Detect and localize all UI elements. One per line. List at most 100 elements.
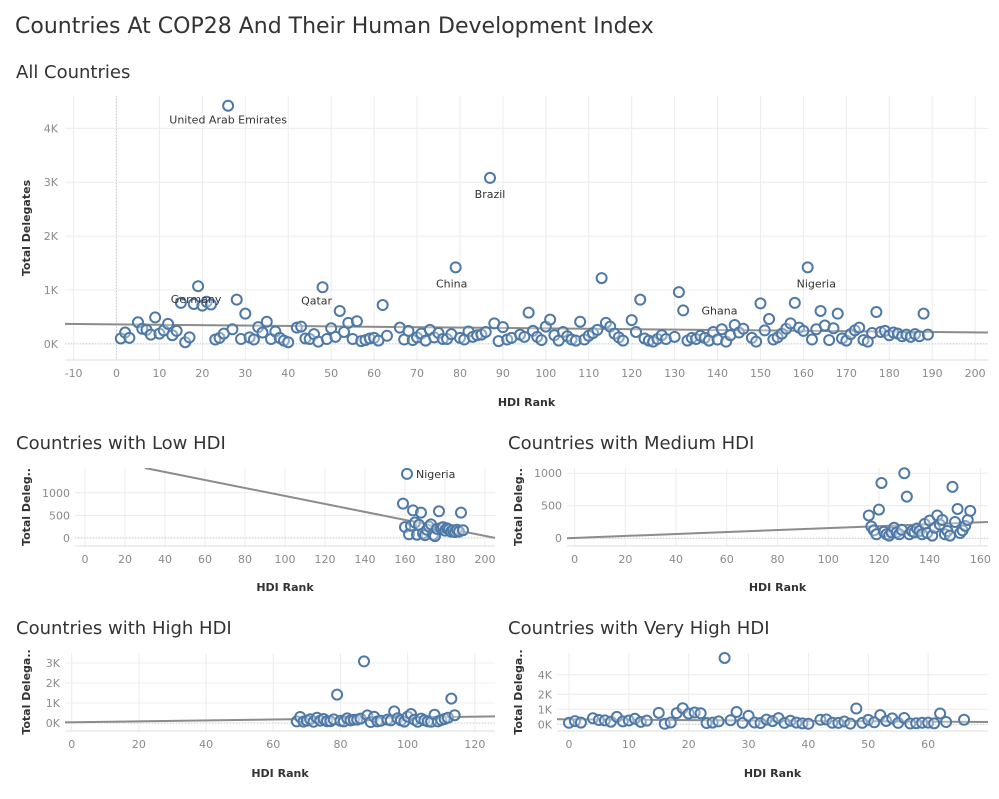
data-point[interactable] [192, 280, 205, 293]
data-point[interactable] [936, 514, 949, 526]
data-point[interactable] [737, 322, 750, 335]
data-point[interactable] [625, 314, 638, 327]
data-point[interactable] [144, 328, 157, 341]
data-point[interactable] [844, 717, 857, 730]
data-point[interactable] [718, 651, 731, 664]
data-point[interactable] [376, 299, 389, 312]
data-point[interactable] [634, 293, 647, 306]
data-point[interactable] [660, 332, 673, 345]
data-point[interactable] [862, 509, 875, 522]
data-point[interactable] [162, 317, 175, 330]
data-point[interactable] [380, 329, 393, 342]
data-point[interactable] [853, 321, 866, 334]
data-point[interactable] [484, 171, 497, 184]
data-point[interactable] [331, 688, 344, 701]
data-point[interactable] [174, 296, 187, 309]
data-point[interactable] [724, 714, 737, 727]
data-point[interactable] [898, 467, 911, 480]
data-point[interactable] [574, 315, 587, 328]
data-point[interactable] [814, 304, 827, 317]
data-point[interactable] [928, 717, 941, 730]
data-point[interactable] [628, 712, 641, 725]
data-point[interactable] [544, 313, 557, 326]
data-point[interactable] [295, 320, 308, 333]
data-point[interactable] [805, 333, 818, 346]
data-point[interactable] [900, 490, 913, 503]
data-point[interactable] [856, 716, 869, 729]
data-point[interactable] [870, 306, 883, 319]
data-point[interactable] [754, 297, 767, 310]
data-point[interactable] [629, 325, 642, 338]
data-point[interactable] [574, 716, 587, 729]
data-point[interactable] [415, 506, 427, 519]
data-point[interactable] [949, 515, 962, 528]
data-point[interactable] [204, 298, 217, 311]
data-point[interactable] [260, 315, 273, 328]
data-point[interactable] [222, 99, 235, 112]
data-point[interactable] [866, 327, 879, 340]
data-point[interactable] [951, 502, 964, 515]
data-point[interactable] [595, 272, 608, 285]
data-point[interactable] [149, 311, 162, 324]
data-point[interactable] [445, 692, 458, 705]
data-point[interactable] [750, 335, 763, 348]
data-point[interactable] [397, 497, 409, 510]
data-point[interactable] [518, 330, 531, 343]
data-point[interactable] [617, 334, 630, 347]
data-point[interactable] [827, 322, 840, 335]
data-point[interactable] [457, 524, 469, 537]
data-point[interactable] [964, 504, 977, 517]
data-point[interactable] [239, 307, 252, 320]
data-point[interactable] [880, 714, 893, 727]
data-point[interactable] [496, 321, 509, 334]
data-point[interactable] [677, 304, 690, 317]
data-point[interactable] [913, 330, 926, 343]
data-point[interactable] [316, 281, 329, 294]
data-point[interactable] [226, 323, 239, 336]
data-point[interactable] [788, 296, 801, 309]
data-point[interactable] [492, 335, 505, 348]
data-point[interactable] [235, 332, 248, 345]
data-point[interactable] [875, 476, 888, 489]
data-point[interactable] [664, 716, 677, 729]
data-point[interactable] [801, 261, 814, 274]
data-point[interactable] [346, 332, 359, 345]
data-point[interactable] [711, 333, 724, 346]
data-point[interactable] [170, 324, 183, 337]
data-point[interactable] [921, 328, 934, 341]
data-point[interactable] [959, 519, 972, 532]
data-point[interactable] [652, 706, 665, 719]
data-point[interactable] [754, 717, 767, 730]
data-point[interactable] [668, 330, 681, 343]
data-point[interactable] [862, 713, 875, 726]
data-point[interactable] [715, 323, 728, 336]
data-point[interactable] [958, 713, 971, 726]
data-point[interactable] [329, 330, 342, 343]
data-point[interactable] [372, 334, 385, 347]
data-point[interactable] [569, 334, 582, 347]
data-point[interactable] [401, 467, 413, 480]
data-point[interactable] [758, 324, 771, 337]
data-point[interactable] [672, 286, 685, 299]
data-point[interactable] [405, 708, 418, 720]
data-point[interactable] [917, 307, 930, 320]
data-point[interactable] [522, 306, 535, 319]
data-point[interactable] [934, 707, 947, 720]
data-point[interactable] [640, 714, 653, 727]
data-point[interactable] [247, 333, 260, 346]
data-point[interactable] [183, 331, 196, 344]
data-point[interactable] [946, 480, 959, 493]
data-point[interactable] [449, 261, 462, 274]
data-point[interactable] [797, 324, 810, 337]
data-point[interactable] [479, 325, 492, 338]
data-point[interactable] [872, 503, 885, 516]
data-point[interactable] [123, 331, 136, 344]
data-point[interactable] [943, 529, 956, 542]
data-point[interactable] [433, 505, 445, 518]
data-point[interactable] [694, 707, 707, 720]
data-point[interactable] [823, 334, 836, 347]
data-point[interactable] [763, 313, 776, 326]
data-point[interactable] [357, 655, 370, 668]
data-point[interactable] [342, 316, 355, 329]
data-point[interactable] [850, 702, 863, 715]
